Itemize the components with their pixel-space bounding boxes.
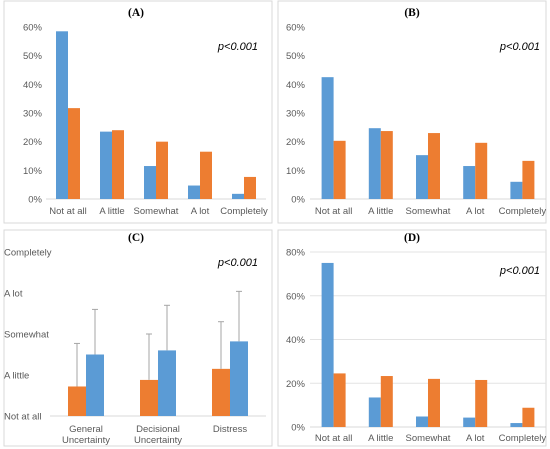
x-tick-label: Distress [213,424,248,435]
x-tick-label: A little [368,433,393,444]
bar-series2-4 [522,407,535,427]
y-tick-label: 40% [23,80,43,91]
chart-panel-a: (A) p<0.001 0% 10% 20% 30% 40% 50% 60% Not at all… [3,0,273,224]
bar-series2-2 [428,378,440,427]
y-tick-label: A little [4,371,29,382]
y-tick-label: 10% [286,166,306,177]
panel-frame [3,0,273,224]
x-tick-label: Somewhat [406,433,451,444]
x-tick-label: Completely [499,206,547,217]
bar-series1-0 [56,31,68,199]
bar-series1-1 [100,131,112,199]
bar-series1-3 [463,417,476,427]
x-tick-label: Somewhat [406,206,451,217]
y-tick-label: 30% [286,109,306,120]
y-tick-label: 20% [23,137,43,148]
bar-series1-0 [321,262,334,427]
p-value-annotation: p<0.001 [499,41,540,53]
y-tick-label: 10% [23,166,43,177]
bar-series2-1 [380,131,393,199]
bar-series2-4 [522,160,535,199]
x-tick-label: Decisional Uncertainty [134,424,182,446]
bar-series1-0 [321,77,334,199]
y-tick-label: Somewhat [4,330,49,341]
bar-series1-0 [86,354,104,416]
bar-series2-0 [68,108,80,199]
panel-frame [277,0,547,224]
chart-title: (A) [128,7,144,19]
y-tick-label: 0% [28,195,42,206]
x-tick-label: Completely [499,433,547,444]
chart-title: (C) [128,232,144,244]
y-tick-label: 40% [286,80,306,91]
bar-series2-0 [68,386,86,416]
chart-panel-d: (D) p<0.001 0% 20% 40% 60% 80% Not at all A litt… [277,229,547,447]
y-tick-label: 0% [291,423,305,434]
y-tick-label: Not at all [4,412,42,423]
y-tick-label: 50% [286,51,306,62]
bar-series1-1 [368,128,381,199]
p-value-annotation: p<0.001 [499,265,540,277]
p-value-annotation: p<0.001 [217,257,258,269]
p-value-annotation: p<0.001 [217,41,258,53]
bar-series2-2 [428,133,440,199]
y-tick-label: 60% [23,23,43,34]
bar-series1-1 [368,397,381,427]
x-tick-label: A lot [191,206,210,217]
y-tick-label: A lot [4,289,23,300]
y-tick-label: 40% [286,335,306,346]
bar-series1-4 [232,193,244,199]
bar-series1-2 [416,155,428,199]
bar-series2-3 [475,379,488,427]
x-tick-label: Not at all [315,206,353,217]
chart-panel-b: (B) p<0.001 0% 10% 20% 30% 40% 50% 60% Not at all… [277,0,547,224]
x-tick-label: Somewhat [134,206,179,217]
bar-series1-3 [463,166,476,199]
bar-series1-3 [188,185,200,199]
bar-series2-3 [200,151,212,199]
x-tick-label: General Uncertainty [62,424,110,446]
y-tick-label: 60% [286,291,306,302]
chart-title: (D) [404,232,420,244]
panel-frame [277,229,547,447]
y-tick-label: 20% [286,379,306,390]
bar-series2-4 [244,176,256,199]
y-tick-label: 80% [286,248,306,259]
bar-series2-1 [380,376,393,427]
bar-series1-2 [230,341,248,416]
bar-series2-1 [140,379,158,416]
x-tick-label: A lot [466,206,485,217]
bar-series2-2 [212,368,230,416]
y-tick-label: 20% [286,137,306,148]
x-tick-label: A lot [466,433,485,444]
bar-series1-4 [510,181,523,199]
bar-series1-4 [510,423,523,427]
bar-series2-1 [112,130,124,199]
bar-series1-1 [158,350,176,416]
x-tick-label: A little [99,206,124,217]
x-tick-label: A little [368,206,393,217]
bar-series2-0 [333,140,346,199]
bar-series1-2 [144,166,156,199]
y-tick-label: 0% [291,195,305,206]
chart-title: (B) [404,7,420,19]
bar-series1-2 [416,416,428,427]
x-tick-label: Completely [220,206,268,217]
bar-series2-2 [156,141,168,199]
x-tick-label: Not at all [49,206,87,217]
y-tick-label: 60% [286,23,306,34]
y-tick-label: 30% [23,109,43,120]
y-tick-label: Completely [4,248,52,259]
bar-series2-3 [475,142,488,199]
bar-series2-0 [333,373,346,427]
chart-panel-c: (C) p<0.001 Not at all A little Somewhat A lo… [3,229,273,447]
x-tick-label: Not at all [315,433,353,444]
y-tick-label: 50% [23,51,43,62]
